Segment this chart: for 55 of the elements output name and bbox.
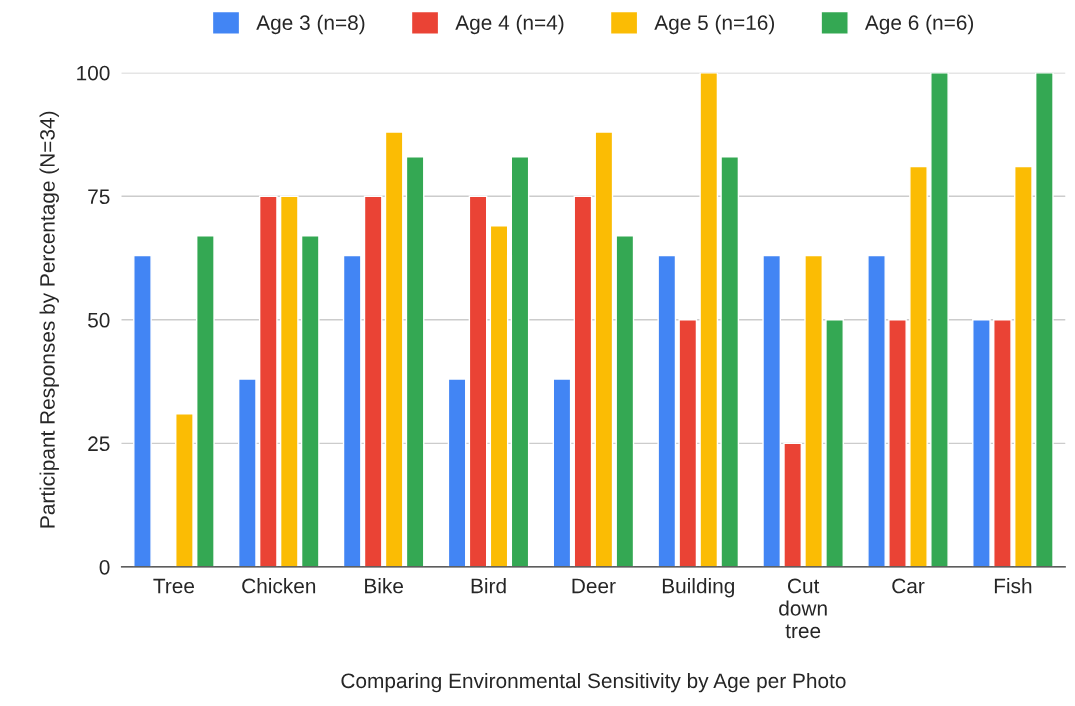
x-tick-label: Deer — [572, 578, 616, 594]
bar — [405, 156, 425, 567]
bar — [384, 131, 404, 567]
y-tick-label: 0 — [99, 559, 110, 575]
bar — [196, 235, 215, 567]
bar — [762, 254, 782, 567]
bar — [258, 195, 278, 567]
bar — [510, 156, 530, 567]
y-tick-label: 25 — [88, 436, 110, 452]
x-tick-label: Chicken — [242, 578, 316, 594]
y-tick-label: 50 — [88, 312, 110, 328]
x-tick-label: Car — [892, 578, 925, 594]
bar — [867, 254, 886, 567]
bar — [489, 225, 509, 567]
bar — [175, 413, 194, 567]
bar — [1035, 72, 1054, 567]
x-tick-label: Cut down tree — [779, 578, 827, 639]
y-tick-label: 75 — [88, 189, 110, 205]
legend-label: Age 3 (n=8) — [256, 14, 365, 35]
bar — [468, 195, 488, 567]
bar — [657, 254, 677, 567]
bar — [237, 378, 257, 567]
bar — [888, 319, 907, 567]
bar — [909, 165, 928, 567]
bar — [342, 254, 362, 567]
bar — [930, 72, 949, 567]
bar — [594, 131, 614, 567]
bar — [615, 235, 635, 567]
bar — [699, 72, 719, 567]
x-axis-title: Comparing Environmental Sensitivity by Age per Photo — [341, 672, 846, 693]
x-tick-label: Bike — [365, 578, 403, 594]
bar — [447, 378, 467, 567]
bar — [279, 195, 299, 567]
bar — [678, 319, 698, 567]
bar — [804, 254, 823, 567]
x-tick-label: Bird — [471, 578, 506, 594]
x-tick-label: Tree — [153, 578, 195, 594]
bar — [825, 319, 844, 567]
bar — [1014, 165, 1033, 567]
legend-label: Age 4 (n=4) — [455, 14, 564, 35]
bar — [573, 195, 593, 567]
x-tick-label: Fish — [994, 578, 1032, 594]
bar — [993, 319, 1012, 567]
y-tick-label: 100 — [77, 65, 110, 81]
x-tick-label: Building — [662, 578, 734, 598]
bar — [783, 442, 803, 567]
bar — [720, 156, 740, 567]
legend-label: Age 5 (n=16) — [654, 14, 775, 35]
bar — [552, 378, 572, 567]
bar — [363, 195, 383, 567]
legend-label: Age 6 (n=6) — [864, 14, 974, 35]
y-axis-title: Participant Responses by Percentage (N=34) — [39, 111, 59, 528]
bar — [300, 235, 320, 567]
bar — [133, 254, 152, 567]
bar — [972, 319, 991, 567]
